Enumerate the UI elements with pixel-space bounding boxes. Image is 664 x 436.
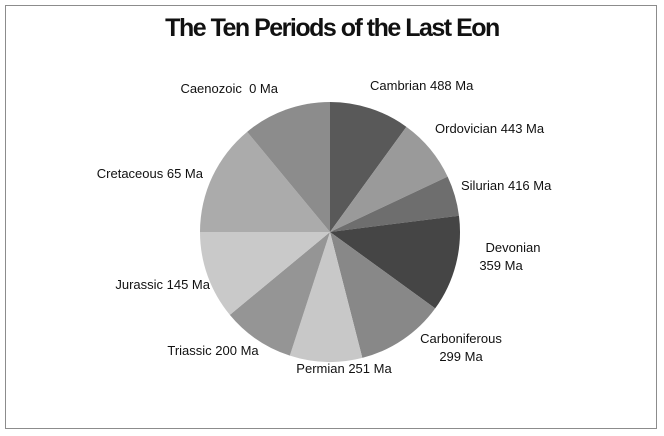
slice-label-ordovician: Ordovician 443 Ma [435, 121, 545, 136]
pie-slice-silurian [330, 176, 459, 232]
slice-label-permian: Permian 251 Ma [296, 361, 392, 376]
pie-slice-devonian [330, 215, 460, 309]
slice-label-cretaceous: Cretaceous 65 Ma [97, 166, 204, 181]
slice-label-silurian: Silurian 416 Ma [461, 178, 552, 193]
slice-label-triassic: Triassic 200 Ma [167, 343, 259, 358]
pie-slice-caenozoic [247, 102, 330, 232]
chart-title: The Ten Periods of the Last Eon [165, 14, 500, 42]
slice-label-devonian: Devonian 359 Ma [479, 240, 540, 273]
pie-slice-triassic [229, 232, 330, 356]
pie-slice-jurassic [199, 232, 330, 315]
slice-label-caenozoic: Caenozoic 0 Ma [180, 81, 278, 96]
slice-label-jurassic: Jurassic 145 Ma [115, 277, 210, 292]
pie-slice-ordovician [330, 126, 448, 232]
pie-slice-cretaceous [200, 131, 330, 232]
pie-slice-carboniferous [330, 232, 436, 358]
slice-label-carboniferous: Carboniferous 299 Ma [420, 331, 502, 364]
slice-label-cambrian: Cambrian 488 Ma [370, 78, 474, 93]
pie-slice-permian [289, 232, 363, 363]
pie-slice-cambrian [330, 102, 407, 232]
